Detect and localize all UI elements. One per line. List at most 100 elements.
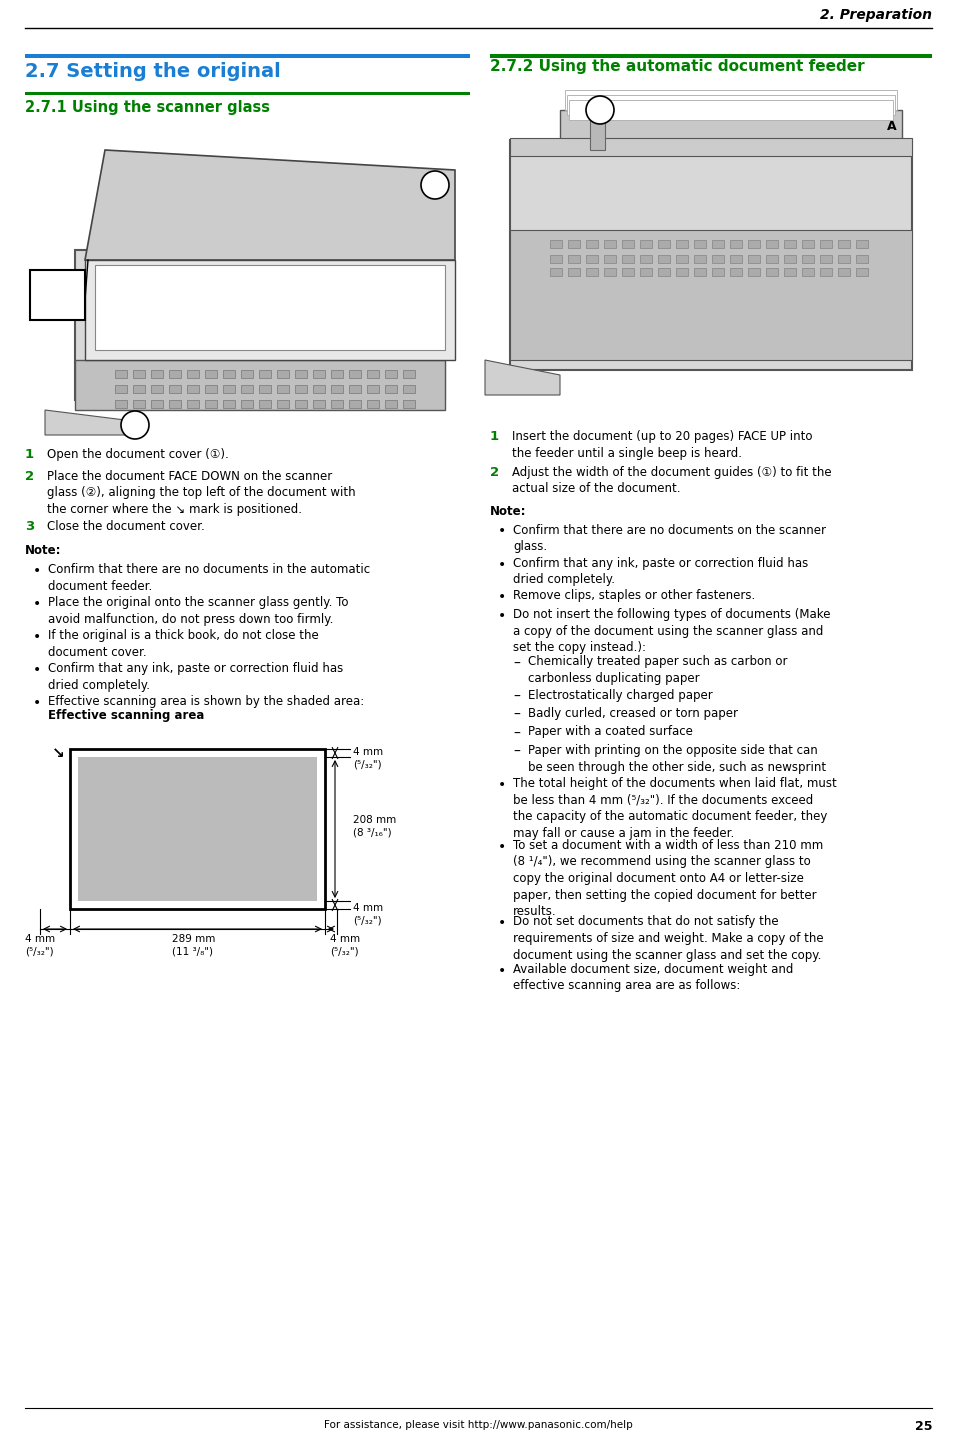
Bar (838, 268, 850, 275)
Text: Place the original onto the scanner glass gently. To
avoid malfunction, do not p: Place the original onto the scanner glas… (48, 596, 348, 626)
Bar (25, 92, 470, 95)
Bar (403, 385, 415, 394)
Text: –: – (513, 727, 520, 741)
Text: Insert the document (up to 20 pages) FACE UP into
the feeder until a single beep: Insert the document (up to 20 pages) FAC… (512, 430, 812, 460)
Text: –: – (513, 746, 520, 758)
Bar (277, 371, 289, 378)
Bar (241, 399, 253, 408)
Bar (277, 399, 289, 408)
Bar (676, 268, 688, 275)
Text: Effective scanning area: Effective scanning area (48, 709, 205, 722)
Bar (75, 360, 445, 410)
Bar (590, 105, 605, 150)
Bar (586, 239, 598, 248)
Text: 2.7.1 Using the scanner glass: 2.7.1 Using the scanner glass (25, 99, 270, 115)
Bar (95, 265, 445, 350)
Bar (169, 385, 181, 394)
Bar (169, 399, 181, 408)
Bar (403, 399, 415, 408)
Text: Open the document cover (①).: Open the document cover (①). (47, 448, 229, 461)
Text: 2: 2 (25, 470, 34, 483)
Bar (187, 399, 199, 408)
Bar (568, 268, 580, 275)
Text: 2.7 Setting the original: 2.7 Setting the original (25, 62, 280, 81)
Text: 4 mm
(⁵/₃₂"): 4 mm (⁵/₃₂") (353, 903, 383, 926)
Bar (205, 371, 217, 378)
Bar (295, 399, 307, 408)
Bar (586, 268, 598, 275)
Bar (820, 268, 832, 275)
Bar (367, 399, 379, 408)
Bar (349, 385, 361, 394)
Bar (784, 268, 796, 275)
Text: Confirm that there are no documents in the automatic
document feeder.: Confirm that there are no documents in t… (48, 562, 370, 593)
Bar (856, 239, 868, 248)
Text: 25: 25 (915, 1420, 932, 1433)
Bar (70, 748, 325, 908)
Circle shape (586, 97, 614, 124)
Text: 1: 1 (596, 102, 604, 115)
Text: Place the document FACE DOWN on the scanner
glass (②), aligning the top left of : Place the document FACE DOWN on the scan… (47, 470, 356, 515)
Bar (151, 385, 163, 394)
Text: •: • (498, 609, 506, 623)
Bar (115, 385, 127, 394)
Text: 2: 2 (131, 418, 139, 431)
Text: •: • (33, 696, 41, 709)
Bar (403, 371, 415, 378)
Text: •: • (33, 663, 41, 676)
Text: –: – (513, 689, 520, 704)
Bar (766, 239, 778, 248)
Bar (133, 371, 145, 378)
Text: •: • (498, 525, 506, 538)
Bar (604, 255, 616, 262)
Bar (78, 757, 317, 901)
Bar (223, 399, 235, 408)
Bar (115, 371, 127, 378)
Text: 289 mm
(11 ³/₈"): 289 mm (11 ³/₈") (172, 934, 216, 956)
Polygon shape (45, 410, 125, 435)
Bar (241, 385, 253, 394)
Text: •: • (498, 591, 506, 604)
Bar (349, 399, 361, 408)
Bar (313, 399, 325, 408)
Bar (241, 371, 253, 378)
Bar (313, 385, 325, 394)
Bar (259, 399, 271, 408)
Bar (560, 110, 902, 146)
Text: •: • (33, 630, 41, 645)
Text: Electrostatically charged paper: Electrostatically charged paper (528, 688, 713, 701)
Text: The total height of the documents when laid flat, must
be less than 4 mm (⁵/₃₂"): The total height of the documents when l… (513, 777, 836, 839)
Text: 2: 2 (490, 466, 500, 479)
Bar (205, 399, 217, 408)
Text: Do not set documents that do not satisfy the
requirements of size and weight. Ma: Do not set documents that do not satisfy… (513, 916, 824, 962)
Bar (748, 239, 760, 248)
Text: Remove clips, staples or other fasteners.: Remove clips, staples or other fasteners… (513, 590, 755, 603)
Polygon shape (485, 360, 560, 395)
Bar (133, 399, 145, 408)
Text: Confirm that any ink, paste or correction fluid has
dried completely.: Confirm that any ink, paste or correctio… (513, 557, 809, 585)
Bar (510, 231, 912, 360)
Bar (115, 399, 127, 408)
Bar (331, 399, 343, 408)
Text: Paper with printing on the opposite side that can
be seen through the other side: Paper with printing on the opposite side… (528, 744, 826, 773)
Text: •: • (33, 564, 41, 578)
Bar (802, 239, 814, 248)
Bar (658, 255, 670, 262)
Text: Effective scanning area is shown by the shaded area:: Effective scanning area is shown by the … (48, 695, 365, 708)
Bar (838, 239, 850, 248)
Bar (187, 371, 199, 378)
Bar (550, 255, 562, 262)
Text: 2.7.2 Using the automatic document feeder: 2.7.2 Using the automatic document feede… (490, 59, 864, 74)
Bar (712, 239, 724, 248)
Bar (568, 239, 580, 248)
Bar (712, 255, 724, 262)
Text: 3: 3 (25, 521, 34, 534)
Text: 1: 1 (431, 177, 439, 190)
Text: •: • (498, 965, 506, 978)
Text: 1: 1 (490, 430, 500, 443)
Polygon shape (85, 150, 455, 260)
Text: 1: 1 (25, 448, 34, 461)
Text: •: • (498, 841, 506, 854)
Bar (802, 255, 814, 262)
Bar (694, 239, 706, 248)
